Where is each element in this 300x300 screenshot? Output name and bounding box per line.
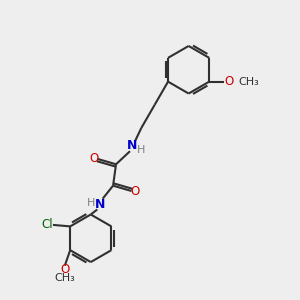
Text: O: O xyxy=(225,75,234,88)
Text: N: N xyxy=(94,198,105,211)
Text: O: O xyxy=(60,263,70,276)
Text: H: H xyxy=(87,198,96,208)
Text: N: N xyxy=(127,139,138,152)
Text: Cl: Cl xyxy=(42,218,53,231)
Text: CH₃: CH₃ xyxy=(55,273,75,283)
Text: O: O xyxy=(130,185,140,198)
Text: H: H xyxy=(136,145,145,155)
Text: O: O xyxy=(89,152,99,165)
Text: CH₃: CH₃ xyxy=(238,76,259,87)
